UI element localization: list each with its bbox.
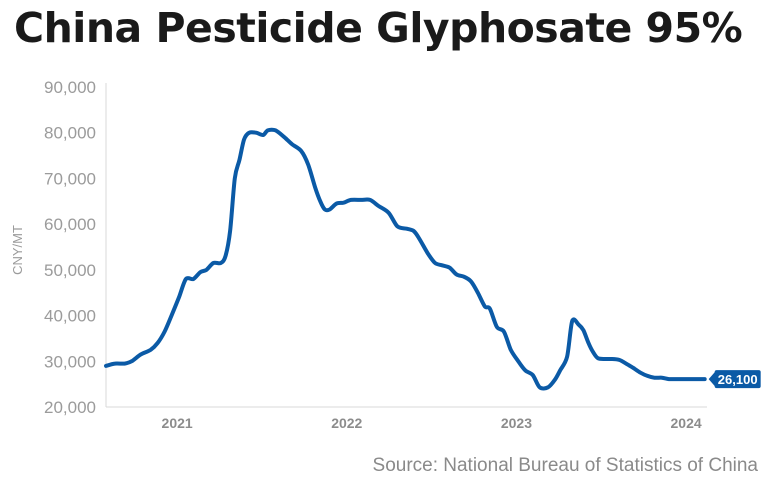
y-tick-label: 50,000 (44, 261, 96, 280)
y-tick-label: 20,000 (44, 398, 96, 417)
line-chart: 20,000 30,000 40,000 50,000 60,000 70,000 80,0… (10, 78, 761, 431)
x-tick-label: 2022 (331, 415, 362, 431)
series-line (104, 127, 707, 391)
y-tick-label: 30,000 (44, 352, 96, 371)
end-value-pointer (708, 371, 716, 388)
y-tick-label: 40,000 (44, 307, 96, 326)
end-value-box (714, 370, 761, 389)
end-value-label: 26,100 (718, 372, 758, 387)
y-axis-labels: 20,000 30,000 40,000 50,000 60,000 70,000 80,0… (44, 78, 96, 417)
y-tick-label: 90,000 (44, 78, 96, 97)
y-tick-label: 60,000 (44, 215, 96, 234)
y-tick-label: 80,000 (44, 124, 96, 143)
x-tick-label: 2024 (671, 415, 702, 431)
y-tick-label: 70,000 (44, 169, 96, 188)
y-axis-title: CNY/MT (10, 225, 25, 275)
end-value-callout: 26,100 (708, 370, 761, 389)
source-note: Source: National Bureau of Statistics of… (372, 455, 758, 476)
x-axis-labels: 2021 2022 2023 2024 (162, 415, 702, 431)
x-tick-label: 2021 (162, 415, 193, 431)
chart-title: China Pesticide Glyphosate 95% (14, 4, 743, 52)
x-tick-label: 2023 (501, 415, 532, 431)
